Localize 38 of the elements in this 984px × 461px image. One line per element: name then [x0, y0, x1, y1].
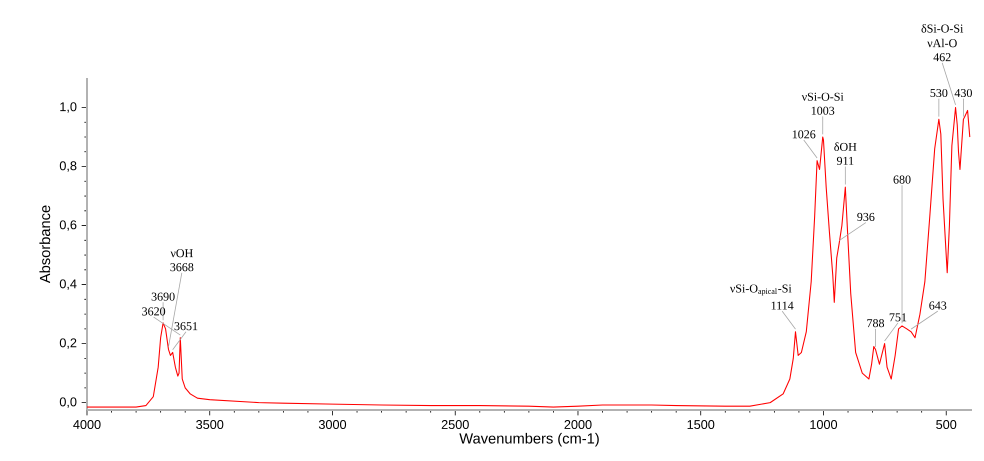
- annotation: 3651: [174, 322, 198, 330]
- y-tick-label: 0,0: [60, 397, 76, 408]
- annotation: 936: [857, 212, 874, 222]
- annotation: 530: [930, 88, 948, 98]
- annotation: νSi-O-Si: [802, 92, 844, 101]
- x-tick-label: 2000: [564, 420, 592, 430]
- annotation: 751: [890, 313, 906, 322]
- y-tick-label: 0,2: [60, 338, 76, 349]
- y-tick-label: 0,6: [60, 220, 76, 231]
- y-tick-label: 0,8: [60, 161, 76, 172]
- x-tick-label: 500: [936, 420, 956, 430]
- annotation: 1026: [792, 130, 816, 138]
- y-tick-label: 0,4: [60, 279, 77, 290]
- annotation: δOH: [834, 142, 856, 151]
- x-axis-title: Wavenumbers (cm-1): [459, 432, 599, 446]
- y-tick-label: 1,0: [60, 102, 76, 113]
- annotation: 911: [836, 156, 854, 165]
- annotation: νOH: [170, 249, 193, 258]
- x-tick-label: 3000: [318, 420, 346, 430]
- annotation: νSi-O$_{apical}$-Si: [730, 284, 792, 296]
- annotation: 643: [929, 301, 946, 310]
- annotation: 680: [894, 176, 911, 184]
- x-tick-label: 1500: [688, 420, 714, 430]
- text: νAl-O: [927, 38, 957, 48]
- x-tick-label: 4000: [73, 420, 101, 430]
- annotation: 1114: [772, 302, 794, 310]
- annotation: 430: [954, 88, 972, 98]
- y-axis-title: Absorbance: [39, 206, 50, 284]
- x-tick-label: 1000: [810, 420, 838, 430]
- annotation: 1003: [812, 106, 834, 115]
- annotation: 788: [867, 319, 884, 328]
- annotation: 3620: [142, 307, 166, 316]
- annotation: 3668: [170, 263, 194, 272]
- annotation: 3690: [152, 292, 175, 301]
- annotation: 462: [933, 53, 951, 62]
- x-tick-label: 3500: [196, 420, 224, 430]
- x-tick-label: 2500: [442, 420, 469, 430]
- text: δSi-O-Si: [922, 24, 964, 33]
